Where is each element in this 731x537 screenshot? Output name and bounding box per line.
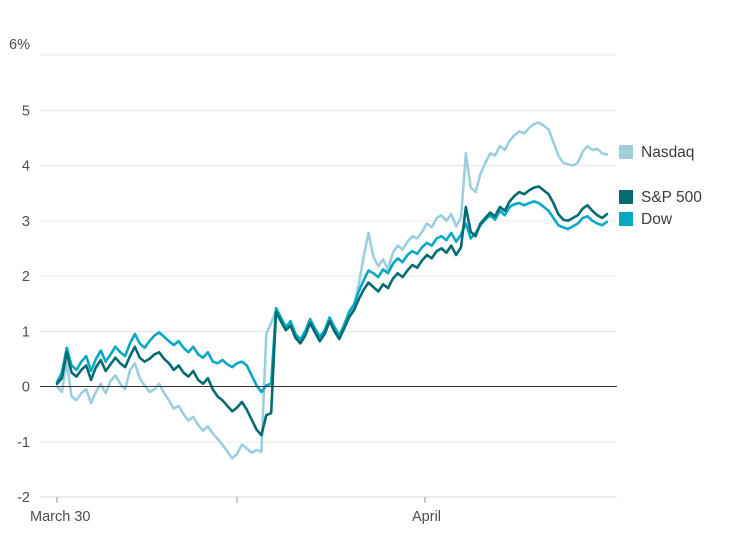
y-axis-labels: 6% 5 4 3 2 1 0 -1 -2 <box>9 37 30 506</box>
y-tick-label: 3 <box>22 214 30 230</box>
x-tick-label: April <box>412 509 441 525</box>
x-tick-label: March 30 <box>30 509 90 525</box>
legend-label: Nasdaq <box>641 144 694 161</box>
x-axis: March 30 April <box>30 497 441 525</box>
y-tick-label: -2 <box>17 490 30 506</box>
y-tick-label: 2 <box>22 269 30 285</box>
gridlines <box>40 54 617 498</box>
legend-label: S&P 500 <box>641 189 702 206</box>
series-line-dow <box>55 200 609 394</box>
series-line-s-p-500 <box>55 185 609 437</box>
y-tick-label: 5 <box>22 103 30 119</box>
chart-legend: Nasdaq S&P 500 Dow <box>619 144 702 228</box>
legend-swatch-icon <box>619 145 633 159</box>
y-tick-label: 4 <box>22 159 30 175</box>
legend-item-s-p-500[interactable]: S&P 500 <box>619 189 702 206</box>
data-series <box>55 121 609 460</box>
legend-swatch-icon <box>619 190 633 204</box>
y-tick-label: 1 <box>22 324 30 340</box>
y-tick-label: -1 <box>17 435 30 451</box>
y-tick-label: 0 <box>22 380 30 396</box>
legend-item-nasdaq[interactable]: Nasdaq <box>619 144 694 161</box>
legend-label: Dow <box>641 211 673 228</box>
series-line-nasdaq <box>55 121 609 460</box>
legend-item-dow[interactable]: Dow <box>619 211 673 228</box>
y-tick-label: 6% <box>9 37 30 53</box>
legend-swatch-icon <box>619 212 633 226</box>
